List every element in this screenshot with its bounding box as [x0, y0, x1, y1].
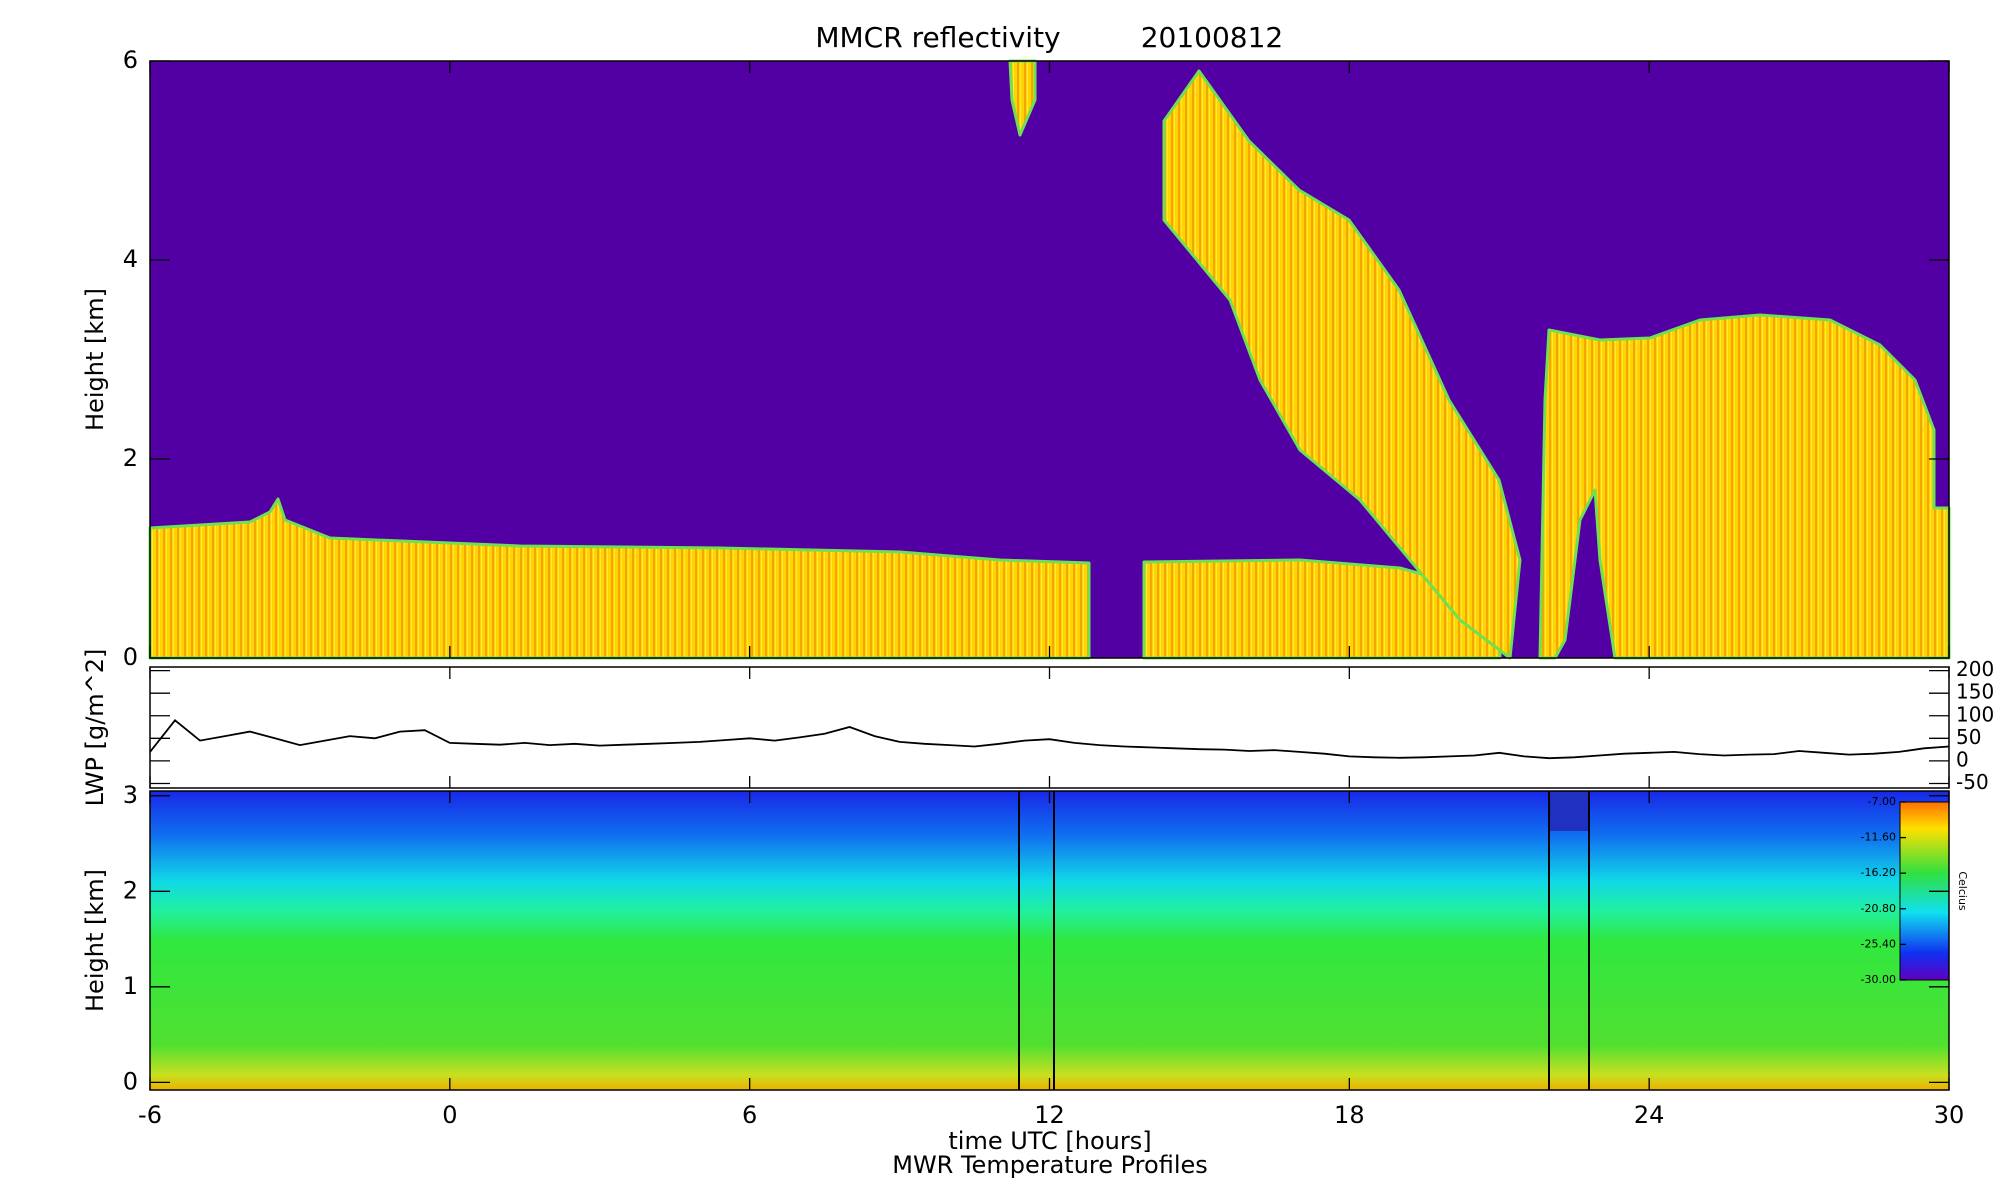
subtitle: MWR Temperature Profiles: [892, 1151, 1208, 1179]
x-tick-label: 30: [1934, 1101, 1965, 1129]
y-tick-label: 100: [1956, 702, 1994, 726]
y-tick-label: 4: [123, 245, 138, 273]
temperature-image: [150, 791, 1950, 1090]
y-tick-label: 2: [123, 876, 138, 904]
x-axis-label: time UTC [hours]: [948, 1127, 1151, 1155]
colorbar-tick-label: -16.20: [1861, 866, 1896, 879]
reflectivity-image: [148, 59, 1951, 660]
chart-title: MMCR reflectivity: [815, 21, 1060, 54]
x-tick-label: 0: [442, 1101, 457, 1129]
chart-date: 20100812: [1141, 21, 1284, 54]
y-tick-label: 0: [123, 1067, 138, 1095]
colorbar-tick-label: -20.80: [1861, 902, 1896, 915]
x-tick-label: 18: [1334, 1101, 1365, 1129]
lwp-line: [149, 719, 1950, 760]
y-tick-label: 200: [1956, 657, 1994, 681]
x-tick-label: -6: [138, 1101, 162, 1129]
y-tick-label: 2: [123, 444, 138, 472]
y-axis-label: Height [km]: [81, 288, 109, 431]
panel-frame: [149, 60, 1950, 659]
colorbar-tick-label: -25.40: [1861, 937, 1896, 950]
colorbar-tick-label: -7.00: [1868, 795, 1896, 808]
y-tick-label: 50: [1956, 725, 1981, 749]
panel-frame: [149, 666, 1950, 789]
y-tick-label: 6: [123, 46, 138, 74]
colorbar-tick-label: -11.60: [1861, 831, 1896, 844]
x-tick-label: 24: [1634, 1101, 1665, 1129]
y-tick-label: 0: [123, 643, 138, 671]
panel-frame: [149, 790, 1950, 1091]
y-tick-label: -50: [1956, 770, 1989, 794]
colorbar-label: Celcius: [1956, 871, 1969, 911]
colorbar-tick-label: -30.00: [1861, 973, 1896, 986]
y-axis-label: Height [km]: [81, 869, 109, 1012]
y-tick-label: 0: [1956, 747, 1969, 771]
y-tick-label: 3: [123, 781, 138, 809]
y-tick-label: 1: [123, 972, 138, 1000]
y-axis-label: LWP [g/m^2]: [81, 649, 109, 807]
y-tick-label: 150: [1956, 680, 1994, 704]
x-tick-label: 12: [1034, 1101, 1065, 1129]
x-tick-label: 6: [742, 1101, 757, 1129]
